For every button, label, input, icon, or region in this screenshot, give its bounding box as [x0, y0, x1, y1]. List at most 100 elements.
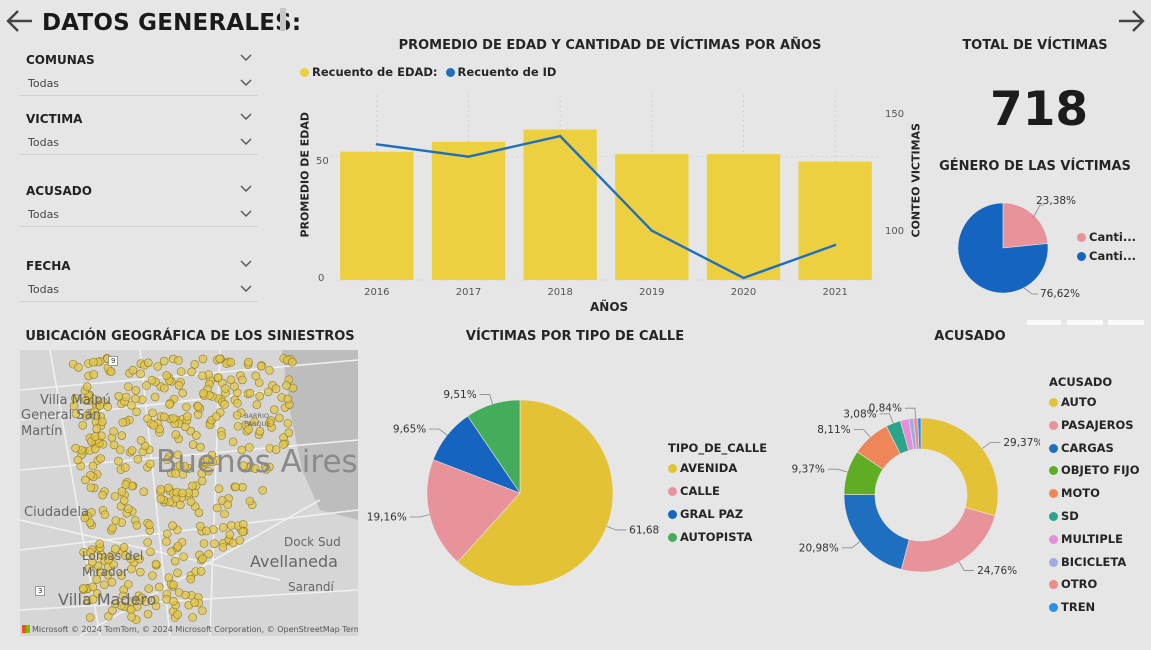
accident-point[interactable] — [111, 516, 121, 525]
accident-point[interactable] — [238, 527, 248, 537]
gender-slice-0[interactable] — [1002, 202, 1049, 249]
chevron-down-icon[interactable] — [240, 138, 252, 146]
accident-point[interactable] — [197, 476, 207, 486]
street-slice-3[interactable] — [467, 399, 521, 494]
accident-point[interactable] — [127, 446, 137, 455]
legend-item-cargas[interactable]: CARGAS — [1049, 441, 1140, 464]
accident-point[interactable] — [88, 595, 98, 604]
accident-point[interactable] — [147, 375, 157, 385]
accident-point[interactable] — [239, 461, 249, 470]
accident-point[interactable] — [81, 396, 91, 405]
accident-point[interactable] — [74, 362, 83, 372]
legend-item-multiple[interactable]: MULTIPLE — [1049, 532, 1140, 555]
accident-point[interactable] — [160, 412, 169, 422]
accident-point[interactable] — [178, 388, 187, 398]
accident-point[interactable] — [204, 466, 213, 476]
accident-point[interactable] — [84, 564, 94, 573]
accident-point[interactable] — [145, 459, 155, 469]
accident-point[interactable] — [192, 431, 201, 440]
accident-point[interactable] — [211, 412, 221, 421]
accident-point[interactable] — [245, 443, 254, 452]
accident-point[interactable] — [263, 387, 273, 397]
chevron-down-icon[interactable] — [240, 79, 252, 87]
accused-slice-1[interactable] — [900, 507, 996, 573]
accident-point[interactable] — [148, 408, 157, 418]
accident-point[interactable] — [198, 354, 208, 364]
accident-point[interactable] — [111, 544, 120, 554]
accident-point[interactable] — [193, 402, 203, 411]
accident-point[interactable] — [251, 371, 261, 381]
chevron-down-icon[interactable] — [240, 113, 252, 121]
accident-point[interactable] — [131, 386, 141, 395]
accident-point[interactable] — [100, 580, 109, 590]
accident-point[interactable] — [143, 609, 153, 619]
bar-2021[interactable] — [798, 161, 872, 280]
chevron-down-icon[interactable] — [240, 285, 252, 293]
accident-point[interactable] — [150, 392, 160, 402]
page-tab[interactable] — [1108, 320, 1144, 325]
accident-point[interactable] — [178, 488, 187, 498]
accident-point[interactable] — [238, 375, 247, 385]
accident-point[interactable] — [218, 542, 228, 552]
accident-point[interactable] — [89, 357, 98, 367]
accident-point[interactable] — [252, 400, 262, 410]
accident-point[interactable] — [237, 445, 247, 455]
accident-point[interactable] — [143, 538, 152, 547]
accident-point[interactable] — [110, 491, 120, 501]
legend-item-otro[interactable]: OTRO — [1049, 577, 1140, 600]
accident-point[interactable] — [175, 461, 185, 470]
accident-point[interactable] — [132, 407, 141, 417]
accident-point[interactable] — [156, 485, 166, 494]
slicer-fecha[interactable]: FECHA Todas — [20, 254, 258, 302]
accident-point[interactable] — [90, 444, 100, 454]
accident-point[interactable] — [231, 482, 240, 492]
line-point[interactable] — [467, 155, 470, 158]
legend-item-id[interactable]: Recuento de ID — [445, 65, 556, 79]
accident-point[interactable] — [180, 422, 190, 432]
accident-point[interactable] — [109, 560, 118, 569]
accident-point[interactable] — [148, 571, 157, 580]
accident-point[interactable] — [119, 496, 129, 505]
accident-point[interactable] — [223, 500, 233, 510]
accident-point[interactable] — [78, 584, 88, 593]
accident-point[interactable] — [95, 401, 105, 410]
accident-point[interactable] — [133, 454, 143, 464]
accident-point[interactable] — [127, 612, 136, 622]
slicer-header[interactable]: VICTIMA — [20, 107, 258, 131]
accident-point[interactable] — [283, 394, 293, 404]
accident-point[interactable] — [255, 426, 265, 436]
legend-item-gral-paz[interactable]: GRAL PAZ — [668, 507, 767, 530]
legend-item-avenida[interactable]: AVENIDA — [668, 461, 767, 484]
accident-point[interactable] — [196, 566, 206, 576]
accident-point[interactable] — [159, 383, 169, 393]
street-slice-0[interactable] — [457, 399, 614, 587]
accident-point[interactable] — [109, 427, 118, 436]
accident-point[interactable] — [151, 559, 161, 569]
accident-point[interactable] — [146, 547, 155, 557]
accident-point[interactable] — [121, 392, 131, 402]
legend-item-moto[interactable]: MOTO — [1049, 486, 1140, 509]
accident-point[interactable] — [88, 461, 98, 471]
accident-point[interactable] — [176, 367, 186, 376]
line-point[interactable] — [558, 134, 562, 138]
accident-point[interactable] — [173, 610, 182, 619]
accident-point[interactable] — [162, 371, 172, 380]
accident-point[interactable] — [127, 400, 136, 410]
slicer-dropdown[interactable]: Todas — [20, 72, 258, 96]
accident-point[interactable] — [235, 536, 245, 545]
line-point[interactable] — [833, 243, 837, 247]
accused-slice-0[interactable] — [920, 417, 999, 517]
accident-point[interactable] — [86, 483, 96, 492]
slicer-acusado[interactable]: ACUSADO Todas — [20, 179, 258, 227]
accident-point[interactable] — [114, 391, 124, 401]
line-series-recuento-id[interactable] — [376, 134, 836, 280]
legend-item-calle[interactable]: CALLE — [668, 484, 767, 507]
accident-point[interactable] — [284, 428, 294, 438]
accident-point[interactable] — [97, 550, 106, 560]
accident-point[interactable] — [100, 510, 110, 520]
accident-point[interactable] — [228, 437, 238, 447]
slicer-victima[interactable]: VICTIMA Todas — [20, 107, 258, 155]
accident-point[interactable] — [287, 357, 297, 367]
accident-point[interactable] — [265, 418, 274, 428]
accident-point[interactable] — [150, 595, 160, 604]
